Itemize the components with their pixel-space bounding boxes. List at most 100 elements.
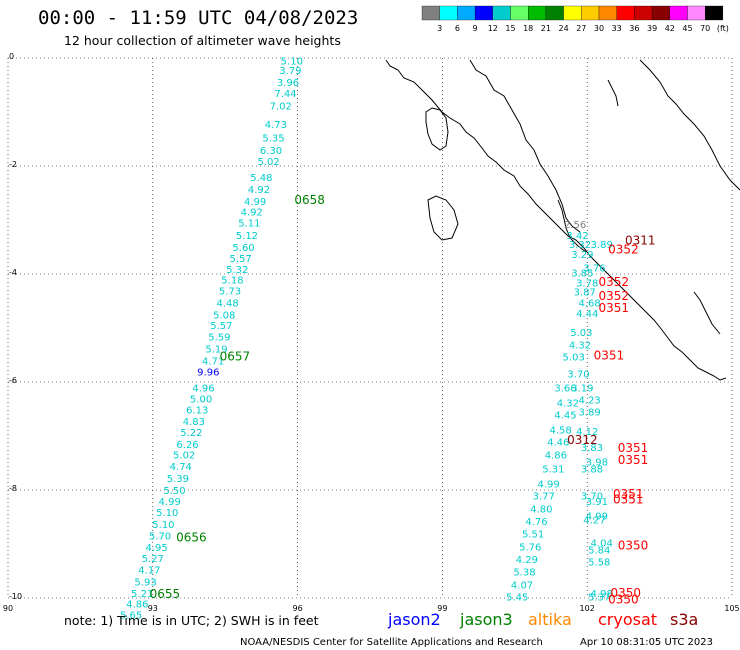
- legend-swatch: [492, 5, 511, 21]
- wave-height-label: 5.57: [230, 254, 252, 265]
- inner-coast: [469, 59, 581, 233]
- x-tick-label: 96: [293, 604, 303, 613]
- wave-height-label: 5.59: [208, 332, 230, 343]
- wave-height-label: 4.73: [265, 120, 287, 131]
- wave-height-label: 3.96: [277, 78, 299, 89]
- wave-height-label: 5.39: [167, 474, 189, 485]
- pass-time-label: 0350: [611, 586, 642, 600]
- wave-height-label: 4.99: [586, 512, 608, 523]
- wave-height-label: 5.65: [120, 611, 142, 622]
- pass-time-label: 0655: [150, 587, 181, 601]
- wave-height-label: 5.03: [570, 328, 592, 339]
- footer-timestamp: Apr 10 08:31:05 UTC 2023: [580, 637, 713, 648]
- wave-height-label: 4.80: [530, 505, 552, 516]
- wave-height-label: 3.42: [566, 231, 588, 242]
- wave-height-label: 5.19: [205, 344, 227, 355]
- wave-height-label: 3.87: [574, 288, 596, 299]
- wave-height-label: 9.96: [197, 368, 219, 379]
- legend-tick-label: 18: [523, 24, 533, 33]
- wave-height-label: 4.99: [537, 479, 559, 490]
- island-north: [425, 107, 449, 151]
- satellite-name: cryosat: [598, 610, 657, 629]
- wave-height-label: 5.00: [190, 395, 212, 406]
- wave-height-label: 5.76: [519, 542, 541, 553]
- legend-tick-label: 24: [559, 24, 569, 33]
- wave-height-label: 4.46: [547, 438, 569, 449]
- wave-height-label: 5.58: [588, 558, 610, 569]
- wave-height-label: 4.86: [126, 600, 148, 611]
- wave-height-label: 3.98: [586, 458, 608, 469]
- legend-swatch: [705, 5, 724, 21]
- wave-height-label: 7.44: [274, 89, 296, 100]
- y-tick-label: -10: [9, 592, 22, 601]
- wave-height-label: 5.84: [588, 546, 610, 557]
- wave-height-label: 5.37: [588, 593, 610, 604]
- wave-height-label: 4.44: [576, 309, 598, 320]
- coast-bend: [557, 199, 587, 253]
- legend-swatch: [439, 5, 458, 21]
- legend-tick-label: 6: [455, 24, 460, 33]
- coast-fragment-2: [693, 291, 721, 335]
- chart-subtitle: 12 hour collection of altimeter wave hei…: [64, 33, 341, 48]
- wave-height-label: 2.56: [564, 220, 586, 231]
- wave-height-label: 3.76: [583, 263, 605, 274]
- wave-height-label: 4.45: [554, 411, 576, 422]
- wave-height-label: 5.38: [513, 567, 535, 578]
- legend-tick-label: 70: [700, 24, 710, 33]
- pass-time-label: 0350: [618, 538, 649, 552]
- coast-fragment-1: [607, 79, 619, 107]
- wave-height-label: 6.26: [176, 440, 198, 451]
- wave-height-label: 3.89: [578, 407, 600, 418]
- wave-height-label: 3.85: [571, 269, 593, 280]
- wave-height-label: 4.68: [578, 298, 600, 309]
- wave-height-label: 5.08: [213, 310, 235, 321]
- legend-tick-label: 27: [576, 24, 586, 33]
- legend-swatch: [545, 5, 564, 21]
- pass-time-label: 0351: [598, 301, 629, 315]
- legend-swatch: [616, 5, 635, 21]
- wave-height-label: 4.74: [170, 462, 192, 473]
- legend-tick-label: 33: [612, 24, 622, 33]
- legend-swatch: [598, 5, 617, 21]
- legend-tick-label: 30: [594, 24, 604, 33]
- x-tick-label: 90: [3, 604, 13, 613]
- pass-time-label: 0656: [176, 530, 207, 544]
- wave-height-label: 7.02: [270, 101, 292, 112]
- wave-height-label: 4.92: [248, 185, 270, 196]
- wave-height-label: 5.93: [134, 578, 156, 589]
- wave-height-labels: 5.103.793.967.447.024.735.356.305.025.48…: [120, 56, 613, 621]
- pass-time-label: 0351: [618, 441, 649, 455]
- satellite-name: jason3: [459, 610, 513, 629]
- legend-swatch: [457, 5, 476, 21]
- axis-ticks: 90 93 96 99 102 105 0 -2 -4 -6 -8 -10: [3, 52, 740, 613]
- footer-source: NOAA/NESDIS Center for Satellite Applica…: [240, 637, 543, 648]
- wave-height-label: 5.10: [152, 520, 174, 531]
- wave-height-label: 5.45: [506, 593, 528, 604]
- satellite-name: jason2: [387, 610, 441, 629]
- wave-height-label: 4.96: [192, 384, 214, 395]
- y-tick-label: -4: [9, 268, 17, 277]
- wave-height-label: 5.73: [219, 287, 241, 298]
- y-tick-label: -8: [9, 484, 17, 493]
- wave-height-label: 5.22: [180, 428, 202, 439]
- mainland-coast: [385, 59, 727, 381]
- wave-height-label: 4.27: [583, 515, 605, 526]
- wave-height-label: 5.12: [236, 231, 258, 242]
- legend-tick-label: 36: [629, 24, 639, 33]
- wave-height-label: 4.07: [511, 580, 533, 591]
- wave-height-label: 5.48: [250, 173, 272, 184]
- legend-tick-label: 39: [647, 24, 657, 33]
- wave-height-label: 4.98: [591, 589, 613, 600]
- wave-height-label: 5.11: [238, 218, 260, 229]
- wave-height-label: 3.32: [569, 240, 591, 251]
- east-coast: [639, 59, 740, 191]
- wave-height-label: 5.02: [258, 157, 280, 168]
- x-tick-label: 93: [148, 604, 158, 613]
- pass-time-label: 0350: [608, 592, 639, 606]
- pass-time-label: 0352: [608, 242, 639, 256]
- x-tick-label: 105: [724, 604, 739, 613]
- wave-height-label: 4.04: [591, 539, 613, 550]
- legend-swatch: [669, 5, 688, 21]
